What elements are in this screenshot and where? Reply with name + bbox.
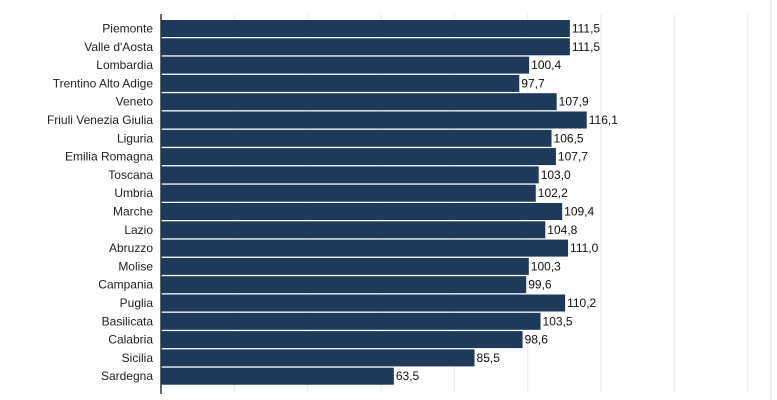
category-label: Umbria	[114, 186, 153, 200]
bar	[161, 367, 394, 385]
bar	[161, 294, 566, 312]
bar	[161, 349, 475, 367]
bars	[161, 20, 587, 385]
value-label: 106,5	[554, 131, 584, 145]
bar	[161, 166, 539, 184]
category-labels: Piemonte Valle d'Aosta Lombardia Trentino A…	[47, 22, 153, 384]
category-label: Friuli Venezia Giulia	[47, 113, 153, 127]
category-label: Sicilia	[122, 351, 154, 365]
category-label: Calabria	[108, 333, 153, 347]
bar	[161, 148, 556, 166]
bar	[161, 312, 541, 330]
bar	[161, 184, 536, 202]
category-label: Veneto	[116, 95, 154, 109]
bar	[161, 257, 529, 275]
bar	[161, 20, 570, 37]
value-label: 111,0	[570, 241, 599, 255]
category-label: Lazio	[124, 223, 153, 237]
value-label: 98,6	[525, 333, 549, 347]
bar	[161, 38, 570, 56]
value-label: 100,3	[531, 259, 561, 273]
value-label: 100,4	[531, 58, 561, 72]
bar	[161, 276, 527, 294]
category-label: Marche	[113, 205, 153, 219]
category-label: Abruzzo	[109, 241, 153, 255]
bar	[161, 221, 546, 239]
category-label: Basilicata	[102, 314, 154, 328]
category-label: Liguria	[117, 131, 153, 145]
category-label: Valle d'Aosta	[84, 40, 153, 54]
value-label: 109,4	[564, 205, 594, 219]
value-label: 63,5	[396, 369, 420, 383]
category-label: Trentino Alto Adige	[53, 76, 154, 90]
category-label: Piemonte	[102, 22, 153, 36]
value-label: 107,7	[558, 150, 588, 164]
value-label: 110,2	[567, 296, 596, 310]
category-label: Toscana	[108, 168, 153, 182]
value-label: 104,8	[547, 223, 577, 237]
value-label: 85,5	[477, 351, 501, 365]
bar	[161, 93, 557, 111]
category-label: Molise	[118, 259, 153, 273]
category-label: Campania	[98, 278, 153, 292]
bar	[161, 239, 569, 257]
category-label: Emilia Romagna	[65, 150, 153, 164]
value-label: 102,2	[538, 186, 568, 200]
value-label: 97,7	[521, 76, 545, 90]
value-label: 111,5	[572, 40, 601, 54]
value-label: 111,5	[572, 22, 601, 36]
value-label: 116,1	[589, 113, 618, 127]
bar	[161, 331, 523, 349]
category-label: Lombardia	[96, 58, 153, 72]
bar	[161, 56, 530, 74]
bar	[161, 129, 552, 147]
bar	[161, 203, 563, 220]
value-label: 103,5	[543, 314, 573, 328]
category-label: Sardegna	[101, 369, 153, 383]
bar	[161, 111, 587, 129]
category-label: Puglia	[120, 296, 154, 310]
bar	[161, 74, 520, 92]
value-label: 103,0	[541, 168, 571, 182]
value-label: 99,6	[528, 278, 552, 292]
value-label: 107,9	[559, 95, 589, 109]
